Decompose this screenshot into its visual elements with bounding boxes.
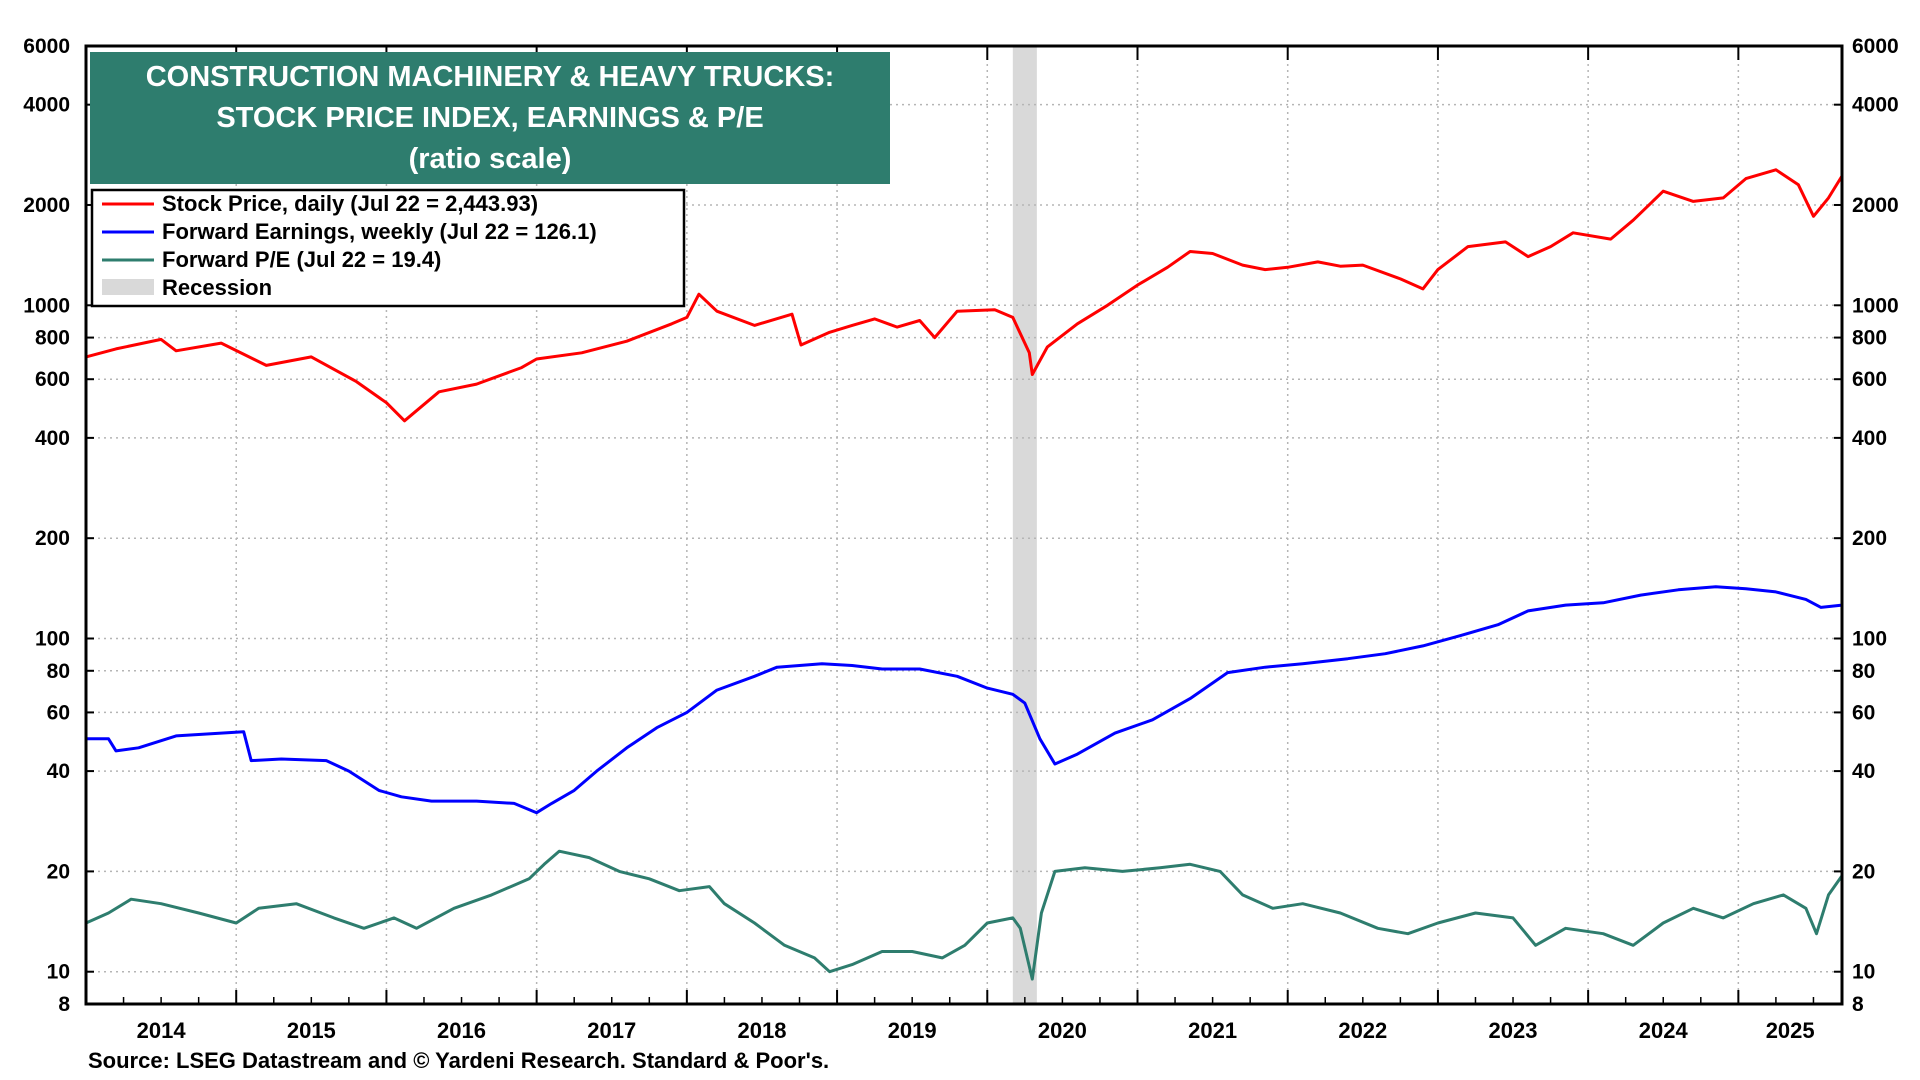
y-tick-label-right: 800 — [1852, 327, 1887, 350]
x-tick-label: 2019 — [888, 1018, 937, 1043]
x-tick-label: 2018 — [737, 1018, 786, 1043]
x-axis-ticks: 2014 2015 2016 2017 2018 2019 2020 2021 2022 2023… — [85, 46, 1815, 1043]
y-axis-ticks: 6000 6000 4000 4000 2000 2000 1000 1000 800 800 60… — [23, 35, 1898, 1016]
y-tick-label-left: 2000 — [23, 194, 70, 217]
y-tick-label-left: 4000 — [23, 94, 70, 117]
legend-box — [90, 188, 686, 308]
title-box: CONSTRUCTION MACHINERY & HEAVY TRUCKS: S… — [90, 52, 890, 184]
legend: Stock Price, daily (Jul 22 = 2,443.93) F… — [90, 188, 686, 308]
x-tick-label: 2024 — [1639, 1018, 1689, 1043]
y-tick-label-left: 400 — [35, 427, 70, 450]
x-tick-label: 2021 — [1188, 1018, 1237, 1043]
y-tick-label-right: 40 — [1852, 760, 1875, 783]
y-tick-label-left: 800 — [35, 327, 70, 350]
source-note: Source: LSEG Datastream and © Yardeni Re… — [88, 1048, 829, 1073]
series-lines — [85, 168, 1844, 981]
chart-title-line-2: STOCK PRICE INDEX, EARNINGS & P/E — [216, 102, 763, 134]
title-background — [90, 52, 890, 184]
y-tick-label-right: 2000 — [1852, 194, 1899, 217]
y-tick-label-right: 8 — [1852, 993, 1864, 1016]
y-tick-label-right: 200 — [1852, 527, 1887, 550]
y-tick-label-left: 6000 — [23, 35, 70, 58]
x-tick-label: 2022 — [1338, 1018, 1387, 1043]
y-tick-label-right: 80 — [1852, 660, 1875, 683]
y-tick-label-left: 600 — [35, 368, 70, 391]
y-tick-label-left: 60 — [47, 701, 70, 724]
y-tick-label-left: 80 — [47, 660, 70, 683]
x-tick-label: 2023 — [1489, 1018, 1538, 1043]
chart-title-line-1: CONSTRUCTION MACHINERY & HEAVY TRUCKS: — [146, 61, 835, 93]
y-tick-label-right: 4000 — [1852, 94, 1899, 117]
legend-label-forward-earnings: Forward Earnings, weekly (Jul 22 = 126.1… — [162, 219, 597, 244]
x-tick-label: 2015 — [287, 1018, 336, 1043]
y-tick-label-left: 8 — [58, 993, 70, 1016]
series-line-0 — [85, 168, 1844, 423]
legend-label-forward-pe: Forward P/E (Jul 22 = 19.4) — [162, 247, 441, 272]
y-tick-label-left: 100 — [35, 627, 70, 650]
chart-title-line-3: (ratio scale) — [409, 143, 572, 175]
y-tick-label-left: 10 — [47, 961, 70, 984]
y-tick-label-left: 1000 — [23, 294, 70, 317]
y-tick-label-right: 1000 — [1852, 294, 1899, 317]
x-tick-label: 2014 — [137, 1018, 187, 1043]
y-tick-label-right: 20 — [1852, 860, 1875, 883]
y-tick-label-left: 200 — [35, 527, 70, 550]
recession-band-layer — [1012, 46, 1037, 1004]
x-tick-label: 2017 — [587, 1018, 636, 1043]
y-tick-label-left: 40 — [47, 760, 70, 783]
legend-swatch-recession — [102, 279, 154, 295]
x-tick-label: 2025 — [1766, 1018, 1815, 1043]
y-tick-label-right: 600 — [1852, 368, 1887, 391]
series-line-2 — [85, 849, 1844, 981]
x-tick-label: 2020 — [1038, 1018, 1087, 1043]
x-tick-label: 2016 — [437, 1018, 486, 1043]
plot-frame — [84, 44, 1844, 1006]
recession-band — [1012, 46, 1037, 1004]
y-tick-label-left: 20 — [47, 860, 70, 883]
y-tick-label-right: 6000 — [1852, 35, 1899, 58]
series-line-1 — [86, 585, 1843, 815]
legend-label-recession: Recession — [162, 275, 272, 300]
y-tick-label-right: 10 — [1852, 961, 1875, 984]
legend-label-stock-price: Stock Price, daily (Jul 22 = 2,443.93) — [162, 191, 538, 216]
y-tick-label-right: 60 — [1852, 701, 1875, 724]
y-tick-label-right: 400 — [1852, 427, 1887, 450]
y-tick-label-right: 100 — [1852, 627, 1887, 650]
